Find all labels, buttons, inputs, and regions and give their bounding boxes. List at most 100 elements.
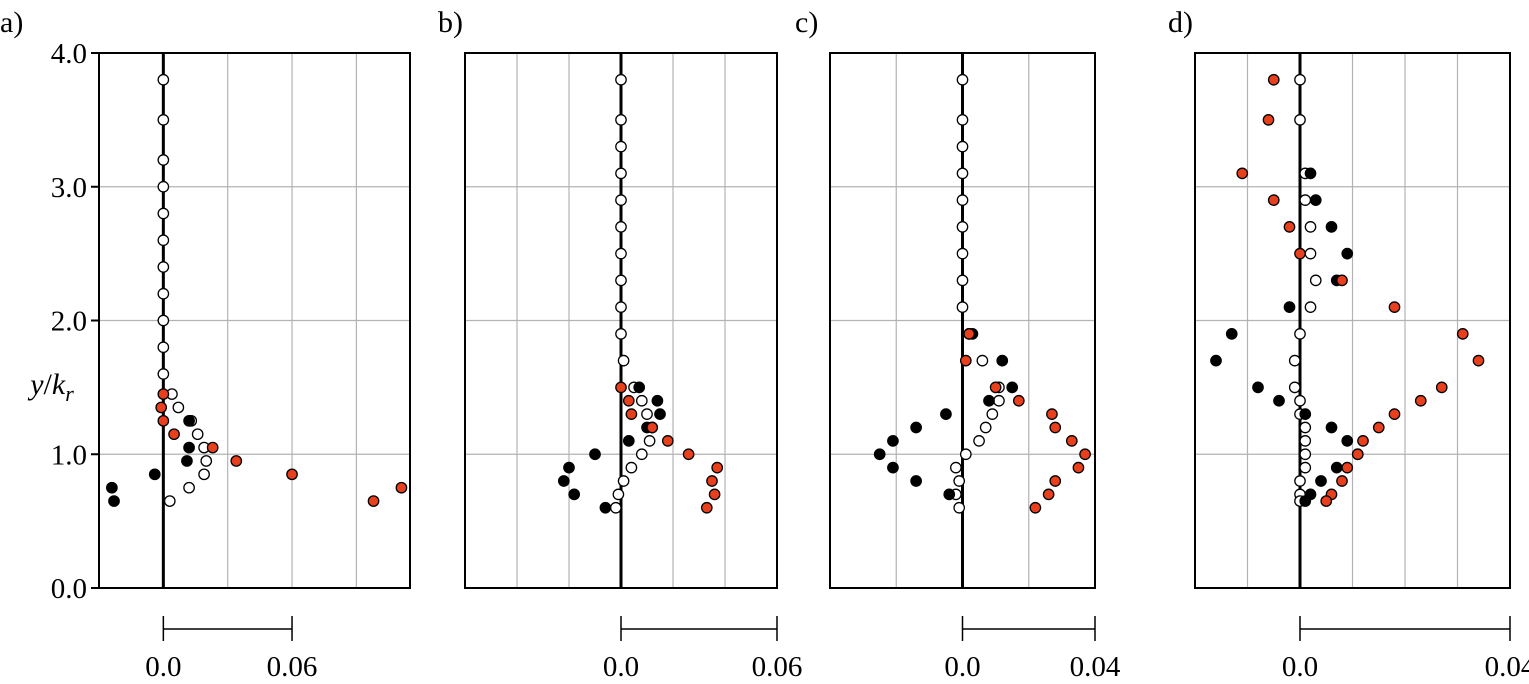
- data-point-red: [1029, 501, 1042, 514]
- scale-bar-label: 0.06: [752, 651, 803, 683]
- data-point-filled: [1341, 247, 1354, 260]
- data-point-filled: [1341, 435, 1354, 447]
- y-tick-label: 4.0: [51, 38, 87, 70]
- data-point-filled: [1325, 221, 1338, 233]
- data-point-open: [973, 435, 985, 447]
- data-point-open: [615, 274, 627, 287]
- panel-label: d): [1168, 6, 1193, 39]
- data-point-filled: [1299, 408, 1312, 420]
- data-point-open: [1299, 194, 1312, 206]
- data-point-red: [1388, 408, 1401, 420]
- data-point-open: [615, 221, 627, 233]
- data-point-open: [1304, 247, 1317, 260]
- data-point-red: [1049, 475, 1062, 487]
- data-point-open: [609, 501, 622, 514]
- data-point-open: [1304, 301, 1317, 313]
- data-point-filled: [148, 468, 161, 481]
- data-point-open: [956, 301, 969, 313]
- data-point-open: [615, 194, 627, 206]
- data-point-red: [661, 435, 674, 447]
- scale-bar-label: 0.06: [267, 651, 318, 683]
- data-point-red: [1065, 435, 1078, 447]
- data-point-red: [615, 381, 627, 394]
- data-point-red: [286, 468, 298, 481]
- data-point-open: [157, 341, 170, 354]
- data-point-open: [615, 328, 627, 340]
- y-tick-label: 2.0: [51, 306, 87, 338]
- data-point-red: [155, 401, 168, 414]
- data-point-open: [198, 468, 210, 481]
- data-point-open: [1294, 475, 1306, 487]
- data-point-open: [643, 435, 656, 447]
- data-point-open: [157, 234, 170, 247]
- data-point-red: [1294, 247, 1306, 260]
- data-point-red: [1336, 274, 1348, 287]
- data-point-open: [1294, 73, 1306, 86]
- data-point-open: [635, 394, 648, 407]
- data-point-red: [646, 421, 659, 434]
- data-point-red: [700, 501, 713, 514]
- data-point-red: [1072, 461, 1085, 474]
- data-point-open: [956, 247, 969, 260]
- scale-bar-label: 0.04: [1070, 651, 1121, 683]
- data-point-red: [1351, 448, 1364, 461]
- data-point-red: [1336, 475, 1348, 487]
- data-point-filled: [1273, 394, 1285, 407]
- data-point-red: [157, 414, 170, 427]
- data-point-open: [615, 114, 627, 126]
- panel-a: a) 0.0 1.0 2.0 3.0 4.0 0.0 0.06: [0, 6, 411, 683]
- y-tick-label: 1.0: [51, 439, 87, 471]
- data-point-open: [979, 421, 992, 434]
- data-point-red: [1012, 394, 1025, 407]
- data-point-open: [617, 354, 630, 367]
- data-point-filled: [651, 394, 664, 407]
- data-point-open: [1309, 274, 1322, 287]
- data-point-open: [953, 501, 966, 514]
- panel-frame: [1194, 52, 1511, 589]
- data-point-filled: [910, 475, 922, 487]
- data-point-red: [206, 441, 219, 454]
- data-point-open: [1288, 354, 1301, 367]
- data-point-open: [615, 247, 627, 260]
- data-point-filled: [568, 488, 581, 501]
- y-tick-label: 0.0: [51, 573, 87, 605]
- data-point-filled: [873, 448, 886, 461]
- data-point-filled: [1283, 301, 1296, 313]
- data-point-red: [1267, 194, 1280, 206]
- panel-d: d) 0.0 0.04: [1168, 6, 1529, 683]
- data-point-red: [989, 381, 1002, 394]
- data-point-filled: [557, 475, 570, 487]
- data-point-red: [1357, 435, 1369, 447]
- data-point-open: [1299, 461, 1312, 474]
- data-point-open: [615, 301, 627, 313]
- scale-bar-label: 0.0: [603, 651, 639, 683]
- data-point-open: [157, 114, 170, 126]
- data-point-red: [1079, 448, 1091, 461]
- data-point-open: [1299, 448, 1312, 461]
- data-point-filled: [633, 381, 646, 394]
- data-point-filled: [622, 435, 635, 447]
- data-point-filled: [108, 495, 120, 507]
- panel-label: a): [0, 6, 23, 39]
- data-point-red: [1435, 381, 1448, 394]
- data-point-open: [1288, 381, 1301, 394]
- data-point-filled: [996, 354, 1009, 367]
- data-point-open: [1299, 421, 1312, 434]
- data-point-open: [956, 73, 969, 86]
- data-point-red: [1414, 394, 1427, 407]
- data-point-open: [956, 140, 969, 153]
- data-point-filled: [1299, 495, 1312, 507]
- data-point-open: [1299, 435, 1312, 447]
- data-point-filled: [589, 448, 601, 461]
- data-point-filled: [1325, 421, 1338, 434]
- data-point-open: [157, 368, 170, 380]
- data-point-filled: [183, 441, 195, 454]
- data-point-open: [163, 495, 176, 507]
- data-point-open: [956, 221, 969, 233]
- data-point-red: [157, 388, 170, 400]
- data-point-open: [1304, 221, 1317, 233]
- data-point-open: [615, 73, 627, 86]
- data-point-filled: [887, 461, 899, 474]
- data-point-red: [622, 394, 635, 407]
